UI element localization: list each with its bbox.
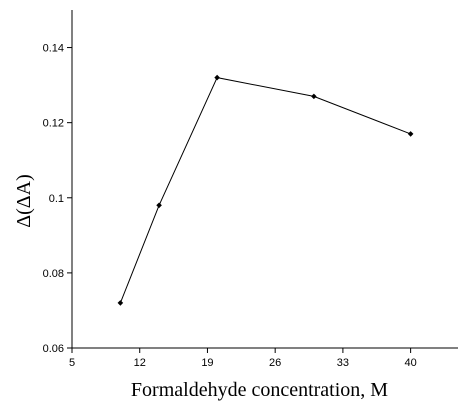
- y-tick-label: 0.06: [43, 343, 64, 355]
- x-axis-title: Formaldehyde concentration, M: [131, 379, 388, 401]
- data-point: [407, 131, 414, 137]
- axes: [71, 10, 458, 349]
- y-tick-label: 0.14: [43, 43, 64, 55]
- x-tick-label: 33: [337, 357, 349, 369]
- data-point: [156, 202, 162, 209]
- series-layer: [117, 74, 414, 306]
- x-tick-label: 5: [69, 357, 75, 369]
- series-line: [119, 77, 411, 304]
- x-tick-label: 40: [405, 357, 417, 369]
- x-tick-label: 19: [201, 357, 213, 369]
- y-tick-label: 0.12: [43, 118, 64, 130]
- y-tick-label: 0.08: [43, 268, 64, 280]
- y-tick-label: 0.1: [49, 193, 64, 205]
- x-tick-label: 26: [269, 357, 281, 369]
- data-point: [214, 74, 220, 81]
- data-point: [117, 300, 124, 306]
- y-ticks: 0.06 0.08 0.1 0.12 0.14: [43, 43, 72, 355]
- x-ticks: 5 12 19 26 33 40: [69, 348, 417, 369]
- data-point: [311, 93, 317, 100]
- y-axis-title: Δ(ΔA): [13, 174, 35, 228]
- x-tick-label: 12: [134, 357, 146, 369]
